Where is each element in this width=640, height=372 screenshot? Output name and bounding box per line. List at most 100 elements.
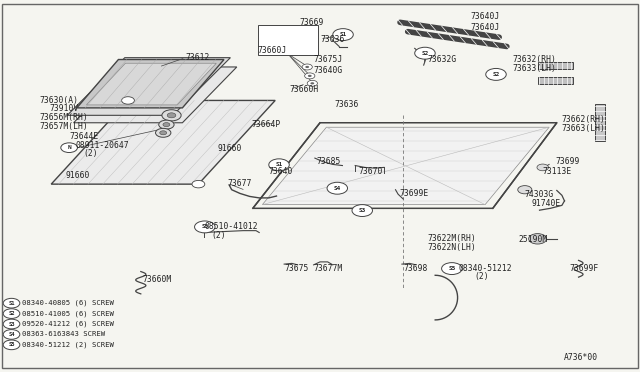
Text: 73640J: 73640J — [470, 12, 500, 21]
Text: 08510-41005 (6) SCREW: 08510-41005 (6) SCREW — [22, 310, 115, 317]
Text: 73632G: 73632G — [428, 55, 457, 64]
Text: 73656M(RH): 73656M(RH) — [40, 113, 88, 122]
Circle shape — [307, 80, 317, 86]
Circle shape — [310, 82, 314, 84]
Text: S2: S2 — [8, 311, 15, 316]
Text: 73630(A): 73630(A) — [40, 96, 79, 105]
Text: 73664P: 73664P — [252, 120, 281, 129]
Circle shape — [327, 182, 348, 194]
Text: 73622M(RH): 73622M(RH) — [428, 234, 476, 243]
Circle shape — [3, 330, 20, 339]
Text: 73636: 73636 — [320, 35, 344, 44]
Text: S4: S4 — [8, 332, 15, 337]
Text: S5: S5 — [201, 224, 209, 230]
Text: 73677M: 73677M — [314, 264, 343, 273]
Circle shape — [3, 319, 20, 329]
Text: N: N — [67, 145, 71, 150]
Text: S2: S2 — [421, 51, 429, 56]
Text: S1: S1 — [275, 162, 283, 167]
Text: (2): (2) — [474, 272, 489, 281]
Circle shape — [269, 159, 289, 171]
Circle shape — [3, 309, 20, 318]
Text: 73636: 73636 — [334, 100, 358, 109]
Text: 73640J: 73640J — [470, 23, 500, 32]
Text: 73640: 73640 — [269, 167, 293, 176]
Text: S5: S5 — [448, 266, 456, 271]
Polygon shape — [538, 77, 573, 84]
Polygon shape — [51, 100, 275, 184]
Circle shape — [333, 29, 353, 41]
Text: 73663(LH): 73663(LH) — [562, 124, 606, 133]
Text: 91740E: 91740E — [531, 199, 561, 208]
Circle shape — [192, 180, 205, 188]
Circle shape — [352, 205, 372, 217]
Circle shape — [160, 131, 166, 135]
Text: 09520-41212 (6) SCREW: 09520-41212 (6) SCREW — [22, 321, 115, 327]
Polygon shape — [595, 104, 605, 141]
Text: S5: S5 — [8, 342, 15, 347]
Circle shape — [308, 75, 312, 77]
Text: 25190M: 25190M — [518, 235, 548, 244]
Polygon shape — [77, 60, 224, 108]
Text: S1: S1 — [8, 301, 15, 306]
Text: 73657M(LH): 73657M(LH) — [40, 122, 88, 131]
Circle shape — [3, 340, 20, 350]
Text: 08911-20647: 08911-20647 — [76, 141, 129, 150]
Circle shape — [156, 128, 171, 137]
Circle shape — [537, 164, 548, 171]
Circle shape — [529, 234, 547, 244]
Text: 91660: 91660 — [65, 171, 90, 180]
Circle shape — [302, 64, 312, 70]
Circle shape — [442, 263, 462, 275]
Polygon shape — [538, 62, 573, 69]
Polygon shape — [74, 67, 237, 123]
Text: 73675: 73675 — [285, 264, 309, 273]
Polygon shape — [67, 58, 230, 115]
Text: 73660M: 73660M — [142, 275, 172, 284]
Text: 73698: 73698 — [403, 264, 428, 273]
FancyBboxPatch shape — [258, 25, 318, 55]
Text: 08340-40805 (6) SCREW: 08340-40805 (6) SCREW — [22, 300, 115, 307]
Text: 73640G: 73640G — [314, 66, 343, 75]
Polygon shape — [86, 63, 216, 105]
Text: 73612: 73612 — [186, 53, 210, 62]
Text: (2): (2) — [83, 149, 98, 158]
Text: 73632(RH): 73632(RH) — [512, 55, 556, 64]
Text: 73660J: 73660J — [257, 46, 287, 55]
Text: 73633(LH): 73633(LH) — [512, 64, 556, 73]
Circle shape — [122, 97, 134, 104]
Text: 73662(RH): 73662(RH) — [562, 115, 606, 124]
Text: A736*00: A736*00 — [564, 353, 598, 362]
Text: S1: S1 — [339, 32, 347, 37]
Text: 73670: 73670 — [358, 167, 383, 176]
Text: 73644E: 73644E — [69, 132, 99, 141]
Text: 73699F: 73699F — [570, 264, 599, 273]
Text: (2): (2) — [211, 231, 226, 240]
Circle shape — [167, 113, 176, 118]
Polygon shape — [262, 127, 549, 205]
Text: 08510-41012: 08510-41012 — [205, 222, 259, 231]
Text: 08340-51212: 08340-51212 — [458, 264, 512, 273]
Circle shape — [518, 186, 532, 194]
Text: S4: S4 — [333, 186, 341, 191]
Text: S3: S3 — [8, 321, 15, 327]
Text: 73677: 73677 — [228, 179, 252, 188]
Text: 73669: 73669 — [300, 18, 324, 27]
Text: 73675J: 73675J — [314, 55, 343, 64]
Circle shape — [162, 110, 181, 121]
Text: 73622N(LH): 73622N(LH) — [428, 243, 476, 252]
Text: S2: S2 — [492, 72, 500, 77]
Text: 73699E: 73699E — [399, 189, 429, 198]
Text: 73699: 73699 — [556, 157, 580, 166]
Text: 73660H: 73660H — [290, 85, 319, 94]
Circle shape — [305, 73, 315, 79]
Circle shape — [3, 298, 20, 308]
Text: 91660: 91660 — [218, 144, 242, 153]
Circle shape — [305, 66, 309, 68]
Text: 74303G: 74303G — [525, 190, 554, 199]
Circle shape — [195, 221, 215, 233]
Circle shape — [415, 47, 435, 59]
Text: 73910V: 73910V — [50, 105, 79, 113]
Circle shape — [159, 120, 174, 129]
Circle shape — [61, 143, 77, 153]
